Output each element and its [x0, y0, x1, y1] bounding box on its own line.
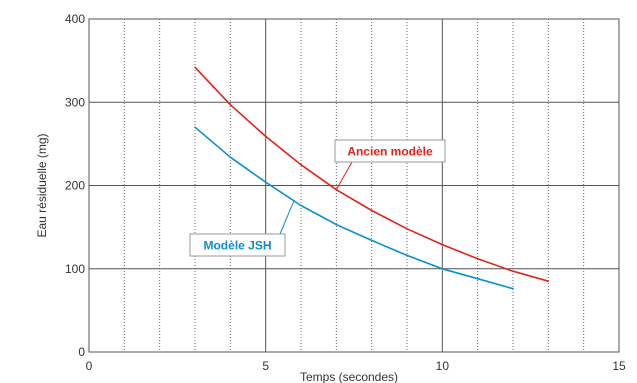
x-tick-label: 0: [86, 359, 93, 373]
series-line-ancien-modele: [194, 66, 550, 283]
series-line-modele-jsh: [194, 126, 514, 290]
grid-layer: [89, 19, 619, 352]
callout-box: [189, 233, 286, 257]
x-axis-title: Temps (secondes): [300, 370, 398, 383]
tick-label-layer: 0 5 10 15 0 100 200 300 400: [65, 12, 626, 373]
y-tick-label: 300: [65, 95, 85, 109]
y-tick-label: 0: [78, 345, 85, 359]
y-tick-label: 100: [65, 262, 85, 276]
series-layer: [194, 66, 550, 290]
x-tick-label: 15: [612, 359, 626, 373]
y-tick-label: 400: [65, 12, 85, 26]
callout-box: [334, 139, 446, 163]
x-tick-label: 5: [262, 359, 269, 373]
y-axis-title: Eau résiduelle (mg): [35, 133, 49, 237]
callout-label: Ancien modèle: [347, 145, 433, 159]
callout-label: Modèle JSH: [203, 239, 271, 253]
plot-frame: [88, 18, 620, 353]
callout-layer: Ancien modèle Modèle JSH: [189, 139, 446, 257]
callout-leader-line: [279, 200, 295, 235]
y-tick-label: 200: [65, 179, 85, 193]
callout-leader-line: [335, 161, 353, 190]
x-tick-label: 10: [436, 359, 450, 373]
